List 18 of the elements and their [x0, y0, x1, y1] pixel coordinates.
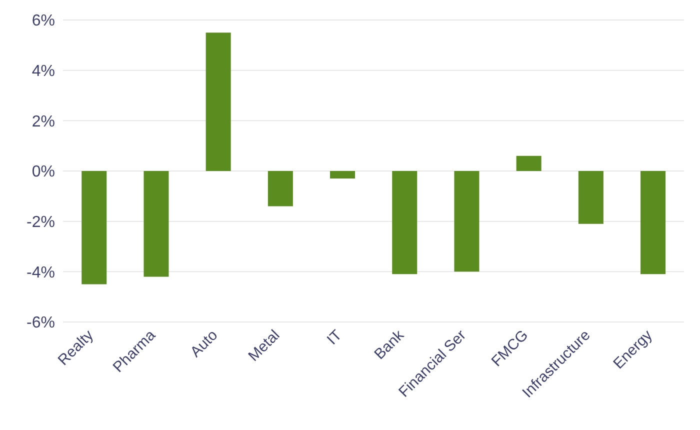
x-tick-label: IT	[324, 326, 346, 348]
y-tick-label: -2%	[26, 214, 55, 232]
y-tick-label: -4%	[26, 264, 55, 282]
bar	[330, 171, 356, 179]
y-tick-label: 2%	[32, 113, 55, 130]
bar	[454, 171, 480, 272]
bar	[516, 156, 542, 171]
y-tick-label: -6%	[26, 314, 55, 332]
bar	[82, 171, 107, 284]
bar	[392, 171, 418, 274]
bar	[144, 171, 169, 277]
y-tick-label: 4%	[32, 63, 55, 80]
bar	[206, 32, 231, 171]
bar	[578, 171, 604, 224]
bar	[268, 171, 293, 206]
y-tick-label: 0%	[32, 164, 55, 181]
y-tick-label: 6%	[32, 12, 55, 30]
bar	[640, 171, 666, 274]
